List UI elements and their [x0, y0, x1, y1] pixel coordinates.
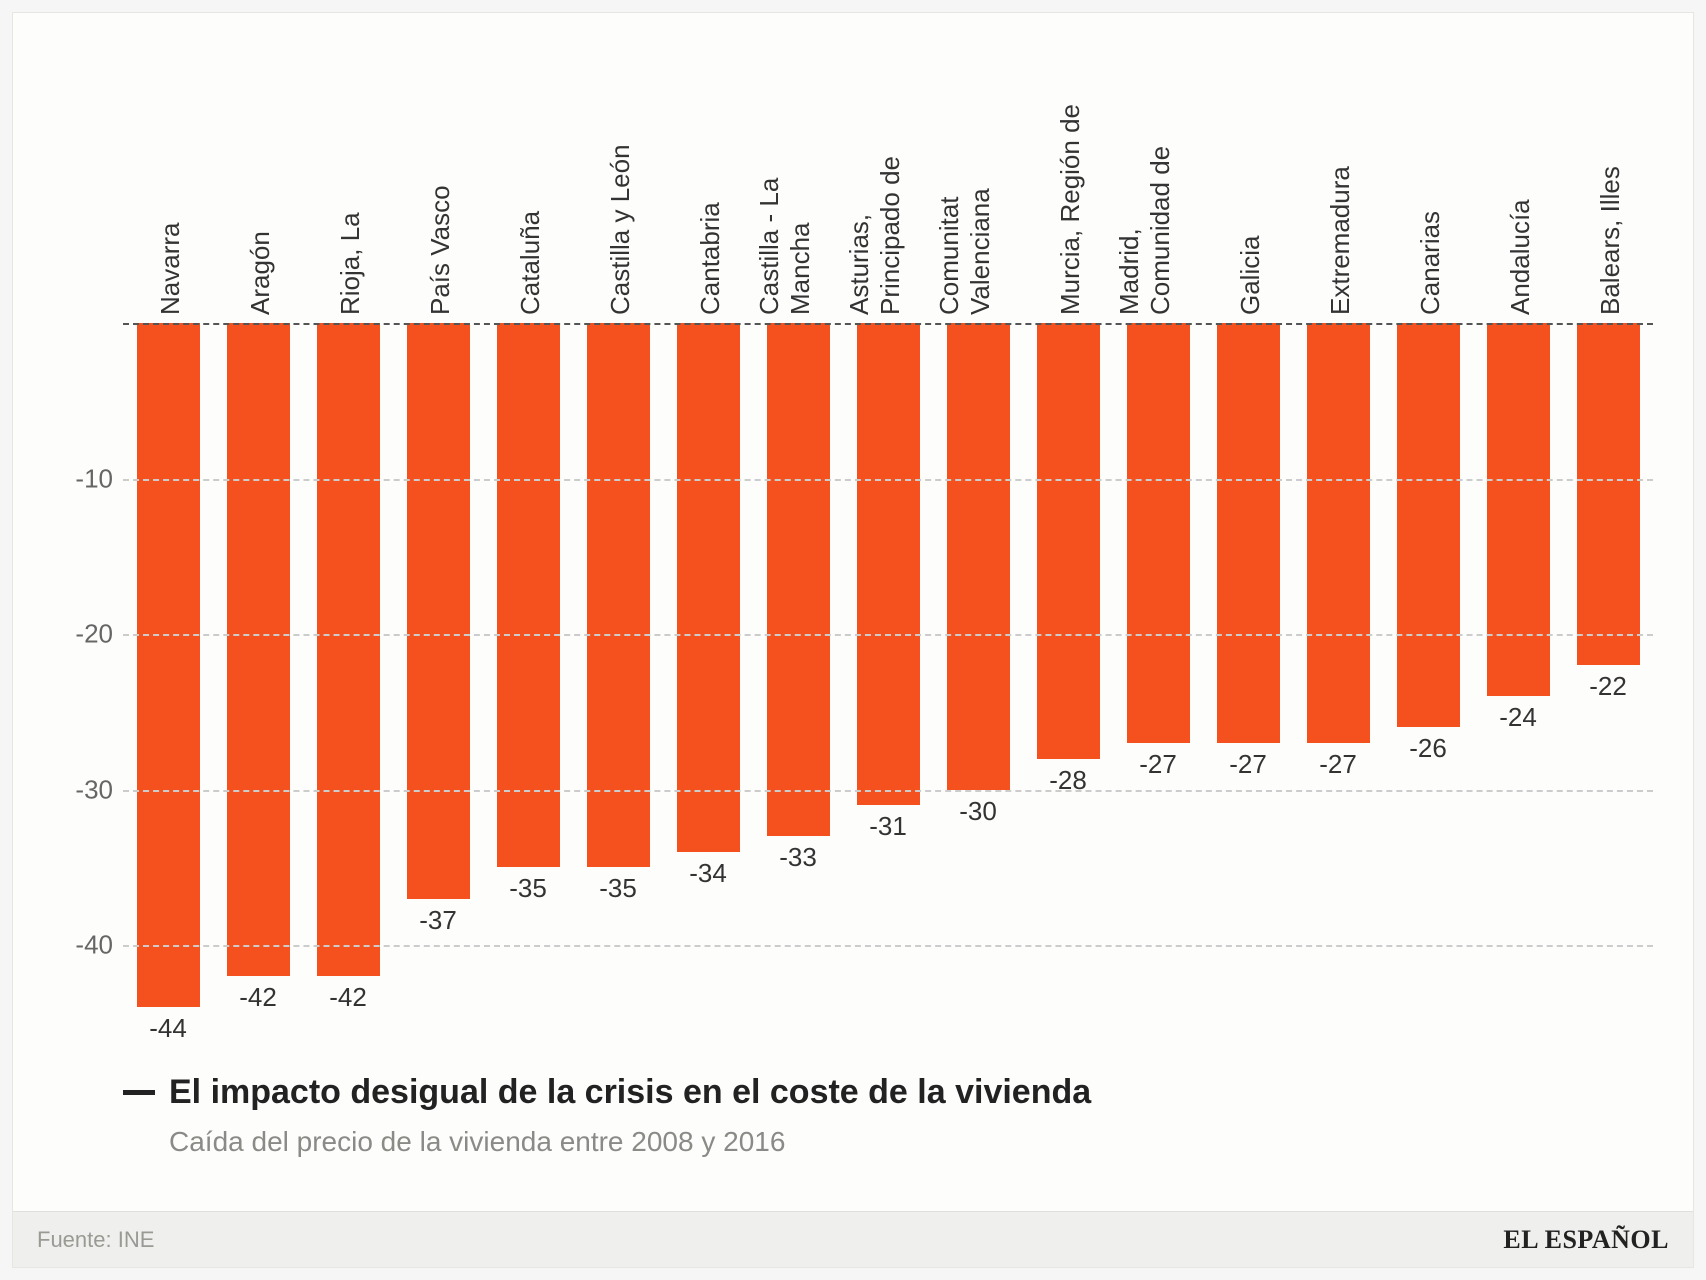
value-label: -30 [933, 796, 1023, 827]
bar-column: -42Rioja, La [303, 323, 393, 1023]
category-label: Castilla y León [605, 144, 636, 323]
bar [857, 323, 920, 805]
value-label: -33 [753, 842, 843, 873]
category-label: Rioja, La [335, 212, 366, 323]
value-label: -27 [1293, 749, 1383, 780]
value-label: -44 [123, 1013, 213, 1044]
category-label: Balears, Illes [1595, 166, 1626, 323]
ytick-label: -30 [23, 774, 113, 805]
gridline [123, 945, 1653, 947]
bar-column: -31Asturias, Principado de [843, 323, 933, 1023]
bar [407, 323, 470, 899]
value-label: -35 [573, 873, 663, 904]
category-label: Navarra [155, 223, 186, 323]
category-label: Comunitat Valenciana [934, 188, 996, 323]
gridline [123, 790, 1653, 792]
bar [1037, 323, 1100, 759]
bar-column: -37País Vasco [393, 323, 483, 1023]
bar [947, 323, 1010, 790]
bar-column: -44Navarra [123, 323, 213, 1023]
value-label: -42 [213, 982, 303, 1013]
bar-column: -35Cataluña [483, 323, 573, 1023]
zero-line [123, 323, 1653, 325]
source-label: Fuente: INE [37, 1227, 154, 1253]
bar-column: -30Comunitat Valenciana [933, 323, 1023, 1023]
bar-column: -24Andalucía [1473, 323, 1563, 1023]
category-label: Madrid, Comunidad de [1114, 146, 1176, 323]
category-label: Galicia [1235, 236, 1266, 323]
category-label: Andalucía [1505, 199, 1536, 323]
footer-bar: Fuente: INE EL ESPAÑOL [13, 1211, 1693, 1267]
chart-subtitle: Caída del precio de la vivienda entre 20… [169, 1126, 1653, 1158]
bar-column: -27Madrid, Comunidad de [1113, 323, 1203, 1023]
ytick-label: -40 [23, 930, 113, 961]
bar-column: -26Canarias [1383, 323, 1473, 1023]
bar [1577, 323, 1640, 665]
bar [1217, 323, 1280, 743]
chart-title: El impacto desigual de la crisis en el c… [169, 1073, 1091, 1112]
value-label: -37 [393, 905, 483, 936]
bar [137, 323, 200, 1007]
category-label: Extremadura [1325, 166, 1356, 323]
gridline [123, 479, 1653, 481]
bar-column: -34Cantabria [663, 323, 753, 1023]
ytick-label: -10 [23, 463, 113, 494]
bar [317, 323, 380, 976]
value-label: -42 [303, 982, 393, 1013]
category-label: Asturias, Principado de [844, 156, 906, 323]
bar-column: -27Extremadura [1293, 323, 1383, 1023]
category-label: Castilla - La Mancha [754, 178, 816, 323]
bar [227, 323, 290, 976]
bar [1397, 323, 1460, 727]
ytick-label: -20 [23, 619, 113, 650]
category-label: Cantabria [695, 202, 726, 323]
bar [1487, 323, 1550, 696]
brand-label: EL ESPAÑOL [1503, 1225, 1669, 1255]
category-label: País Vasco [425, 185, 456, 323]
value-label: -35 [483, 873, 573, 904]
bar-column: -35Castilla y León [573, 323, 663, 1023]
bar [677, 323, 740, 852]
value-label: -27 [1203, 749, 1293, 780]
bar-column: -33Castilla - La Mancha [753, 323, 843, 1023]
category-label: Cataluña [515, 211, 546, 323]
value-label: -27 [1113, 749, 1203, 780]
chart-card: -44Navarra-42Aragón-42Rioja, La-37País V… [12, 12, 1694, 1268]
bar [497, 323, 560, 867]
caption-block: El impacto desigual de la crisis en el c… [123, 1073, 1653, 1158]
category-label: Murcia, Región de [1055, 104, 1086, 323]
chart-frame: -44Navarra-42Aragón-42Rioja, La-37País V… [0, 0, 1706, 1280]
value-label: -34 [663, 858, 753, 889]
bar [1127, 323, 1190, 743]
category-label: Aragón [245, 231, 276, 323]
bar [767, 323, 830, 836]
plot-area: -44Navarra-42Aragón-42Rioja, La-37País V… [123, 323, 1653, 1023]
gridline [123, 634, 1653, 636]
bar-column: -27Galicia [1203, 323, 1293, 1023]
bar-column: -28Murcia, Región de [1023, 323, 1113, 1023]
bar-column: -22Balears, Illes [1563, 323, 1653, 1023]
value-label: -24 [1473, 702, 1563, 733]
bar [1307, 323, 1370, 743]
title-row: El impacto desigual de la crisis en el c… [123, 1073, 1653, 1112]
bar-column: -42Aragón [213, 323, 303, 1023]
title-dash-icon [123, 1090, 155, 1095]
value-label: -31 [843, 811, 933, 842]
value-label: -22 [1563, 671, 1653, 702]
bar [587, 323, 650, 867]
value-label: -26 [1383, 733, 1473, 764]
bars-container: -44Navarra-42Aragón-42Rioja, La-37País V… [123, 323, 1653, 1023]
category-label: Canarias [1415, 211, 1446, 323]
